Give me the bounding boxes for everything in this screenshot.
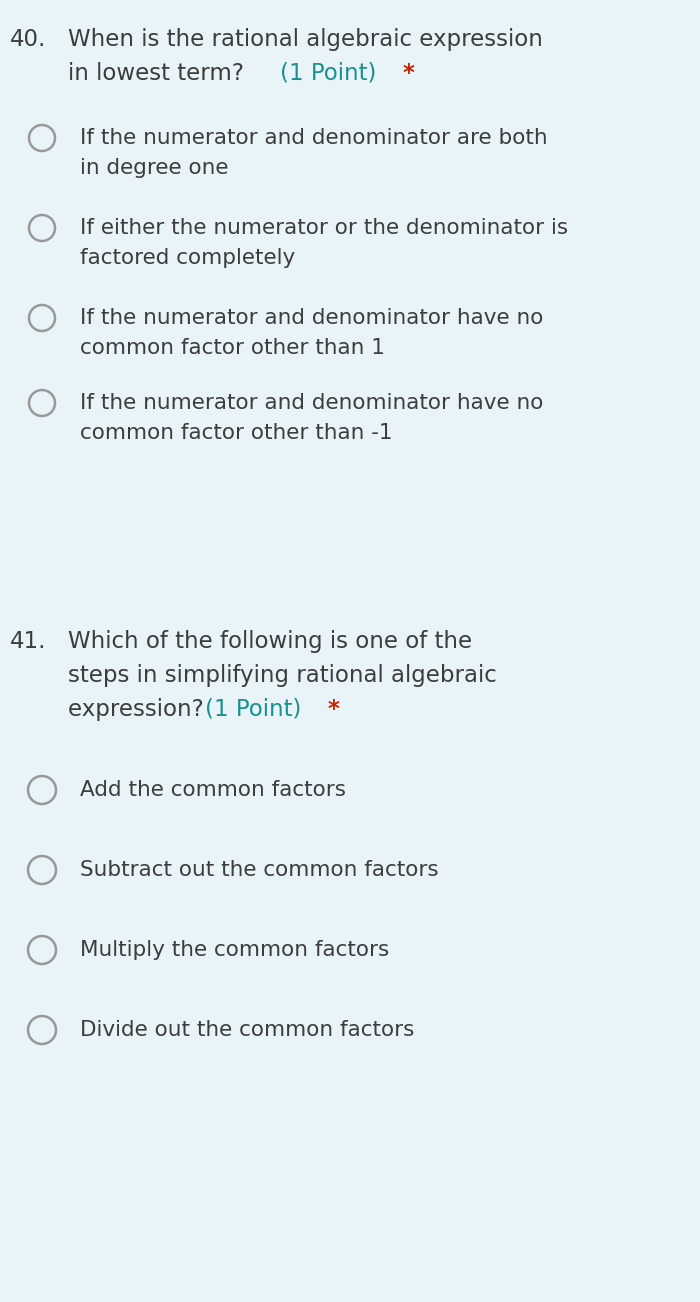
Text: When is the rational algebraic expression: When is the rational algebraic expressio… bbox=[68, 29, 543, 51]
Text: Multiply the common factors: Multiply the common factors bbox=[80, 940, 389, 960]
Text: common factor other than 1: common factor other than 1 bbox=[80, 339, 385, 358]
Text: expression?: expression? bbox=[68, 698, 211, 721]
Text: If the numerator and denominator are both: If the numerator and denominator are bot… bbox=[80, 128, 547, 148]
Text: in degree one: in degree one bbox=[80, 158, 228, 178]
Text: 40.: 40. bbox=[10, 29, 46, 51]
Text: (1 Point): (1 Point) bbox=[280, 62, 377, 85]
Text: Subtract out the common factors: Subtract out the common factors bbox=[80, 861, 439, 880]
Text: steps in simplifying rational algebraic: steps in simplifying rational algebraic bbox=[68, 664, 497, 687]
Text: Add the common factors: Add the common factors bbox=[80, 780, 346, 799]
Text: *: * bbox=[320, 698, 340, 721]
Text: Divide out the common factors: Divide out the common factors bbox=[80, 1019, 414, 1040]
Text: Which of the following is one of the: Which of the following is one of the bbox=[68, 630, 472, 654]
Text: If the numerator and denominator have no: If the numerator and denominator have no bbox=[80, 309, 543, 328]
Text: (1 Point): (1 Point) bbox=[205, 698, 302, 721]
Text: common factor other than -1: common factor other than -1 bbox=[80, 423, 393, 443]
Text: *: * bbox=[395, 62, 415, 85]
Text: If the numerator and denominator have no: If the numerator and denominator have no bbox=[80, 393, 543, 413]
Text: in lowest term?: in lowest term? bbox=[68, 62, 251, 85]
Text: 41.: 41. bbox=[10, 630, 46, 654]
Text: If either the numerator or the denominator is: If either the numerator or the denominat… bbox=[80, 217, 568, 238]
Text: factored completely: factored completely bbox=[80, 247, 295, 268]
